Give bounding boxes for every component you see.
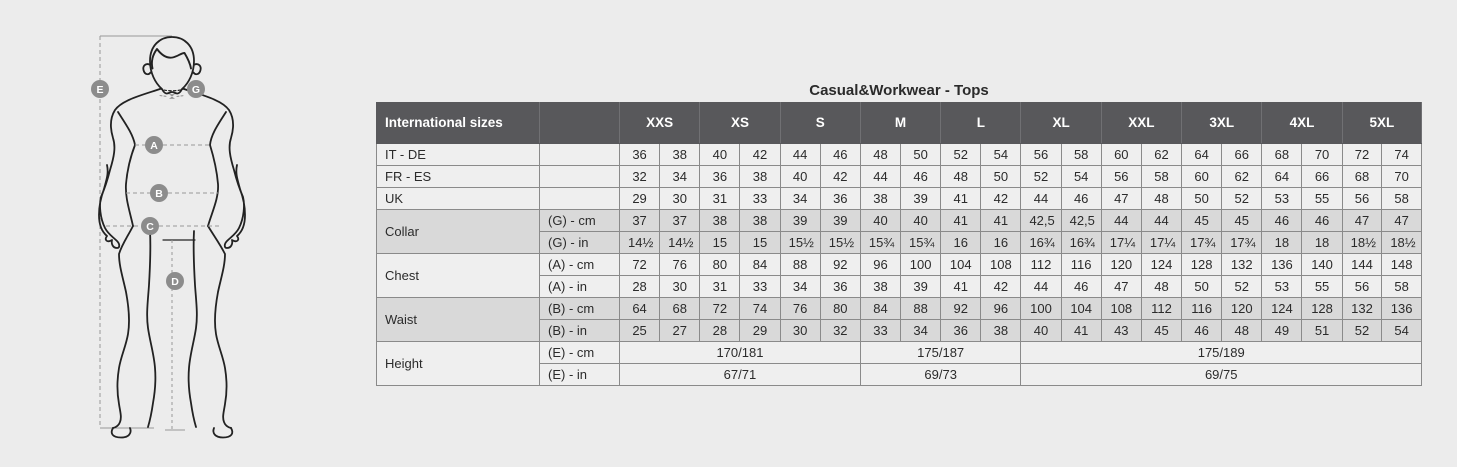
svg-text:D: D [171,276,179,288]
svg-text:A: A [150,140,158,152]
svg-text:C: C [146,221,154,233]
svg-text:G: G [192,84,200,96]
svg-text:B: B [155,188,163,200]
svg-text:E: E [96,84,103,96]
